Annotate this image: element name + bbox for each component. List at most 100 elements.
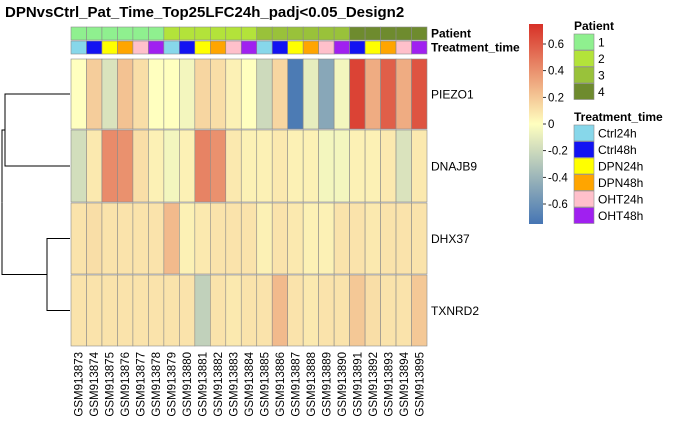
heatmap-cell	[240, 58, 258, 130]
heatmap-cell	[101, 58, 118, 130]
heatmap-cell	[256, 274, 273, 347]
column-label: GSM913878	[151, 352, 163, 417]
column-label: GSM913889	[321, 352, 333, 417]
annotation-cell	[86, 40, 103, 55]
heatmap-cell	[225, 58, 242, 130]
heatmap-cell	[86, 58, 103, 130]
heatmap-cell	[349, 129, 366, 203]
heatmap-cell	[302, 202, 319, 275]
legend-item-label: 4	[598, 85, 605, 99]
heatmap-cell	[179, 58, 196, 130]
heatmap-cell	[179, 202, 196, 275]
heatmap-cell	[411, 202, 428, 275]
heatmap-cell	[333, 129, 350, 203]
legend-title: Patient	[574, 19, 614, 33]
heatmap-cell	[364, 129, 381, 203]
heatmap-cell	[240, 274, 258, 347]
legend-swatch	[573, 141, 595, 158]
row-label: DNAJB9	[431, 160, 477, 174]
annotation-cell	[364, 40, 381, 55]
heatmap-cell	[271, 274, 289, 347]
annotation-cell	[318, 26, 335, 41]
heatmap-cell	[148, 202, 165, 275]
legend-title: Treatment_time	[574, 110, 663, 124]
annotation-cell	[163, 40, 180, 55]
annotation-cell	[271, 26, 289, 41]
annotation-cell	[132, 26, 149, 41]
legend-swatch	[573, 174, 595, 191]
color-scale-bar	[529, 24, 543, 224]
heatmap-cell	[117, 129, 134, 203]
color-scale-legend: 0.6 0.4 0.2 0 -0.2 -0.4 -0.6	[529, 24, 568, 224]
heatmap-cell	[318, 58, 335, 130]
column-label: GSM913880	[182, 352, 194, 417]
heatmap-cell	[86, 274, 103, 347]
annotation-cell	[240, 40, 258, 55]
heatmap-cell	[179, 129, 196, 203]
annotation-cell	[380, 26, 397, 41]
legend-swatch	[573, 124, 595, 142]
column-label: GSM913885	[259, 352, 271, 417]
heatmap-cell	[271, 129, 289, 203]
color-scale-tick-label: -0.6	[548, 199, 568, 211]
heatmap-cell	[148, 58, 165, 130]
legend-swatch	[573, 207, 595, 224]
heatmap-cell	[349, 274, 366, 347]
heatmap-cell	[101, 202, 118, 275]
heatmap-cell	[132, 274, 149, 347]
color-scale-tick-label: 0.4	[548, 66, 565, 78]
column-label: GSM913876	[120, 352, 132, 417]
heatmap-cell	[117, 202, 134, 275]
annotation-cell	[395, 40, 412, 55]
annotation-cell	[240, 26, 258, 41]
annotation-cell	[101, 26, 118, 41]
legend-item-label: DPN24h	[598, 160, 643, 174]
annotation-cell	[194, 40, 211, 55]
column-label: GSM913884	[244, 351, 256, 416]
heatmap-cell	[411, 274, 428, 347]
heatmap-cell	[163, 129, 180, 203]
heatmap-cell	[364, 202, 381, 275]
heatmap-cell	[318, 129, 335, 203]
heatmap-cell	[194, 129, 211, 203]
heatmap-cell	[380, 58, 397, 130]
heatmap-cell	[333, 202, 350, 275]
column-label: GSM913881	[198, 352, 210, 417]
legend-swatch	[573, 66, 595, 84]
row-label: TXNRD2	[431, 304, 479, 318]
heatmap-cell	[395, 274, 412, 347]
annotation-cell	[364, 26, 381, 41]
dendrogram-branch	[1, 129, 5, 203]
heatmap-cell	[302, 129, 319, 203]
heatmap-cell	[287, 274, 304, 347]
heatmap-cell	[271, 58, 289, 130]
row-label: PIEZO1	[431, 88, 474, 102]
heatmap-cell	[194, 58, 211, 130]
heatmap-cell	[395, 58, 412, 130]
annotation-cell	[148, 26, 165, 41]
annotation-cell	[256, 40, 273, 55]
heatmap-cell	[117, 274, 134, 347]
heatmap-cell	[318, 202, 335, 275]
heatmap-cell	[256, 58, 273, 130]
heatmap-cell	[256, 129, 273, 203]
heatmap-cell	[380, 274, 397, 347]
heatmap-cell	[318, 274, 335, 347]
annotation-cell	[349, 40, 366, 55]
color-scale-tick-label: 0.6	[548, 39, 564, 51]
annotation-cell	[179, 40, 196, 55]
color-scale-tick-label: 0	[548, 119, 554, 131]
heatmap-cell	[225, 202, 242, 275]
column-label: GSM913875	[105, 352, 117, 417]
dendrogram-branch	[4, 93, 70, 167]
column-label: GSM913877	[136, 352, 148, 417]
annotation-track-label: Patient	[431, 27, 471, 41]
column-label: GSM913873	[74, 352, 86, 417]
column-label: GSM913882	[213, 352, 225, 417]
heatmap-cell	[194, 274, 211, 347]
heatmap-cell	[240, 202, 258, 275]
column-label: GSM913887	[290, 352, 302, 417]
heatmap-cell	[395, 202, 412, 275]
